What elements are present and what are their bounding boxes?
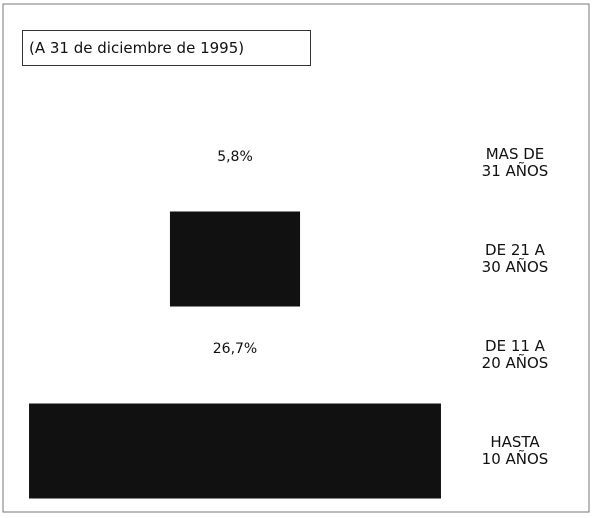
bar [211,115,259,211]
frame [2,3,590,513]
bar [127,307,343,403]
chart-title: (A 31 de diciembre de 1995) [22,30,311,66]
bar [29,403,441,499]
value-label: 5,8% [217,149,253,165]
value-label: 26,7% [213,341,257,357]
category-label: DE 11 A 20 AÑOS [481,337,549,372]
bar [169,211,301,307]
category-label: MAS DE 31 AÑOS [481,145,549,180]
category-label: DE 21 A 30 AÑOS [481,241,549,276]
category-label: HASTA 10 AÑOS [481,433,549,468]
